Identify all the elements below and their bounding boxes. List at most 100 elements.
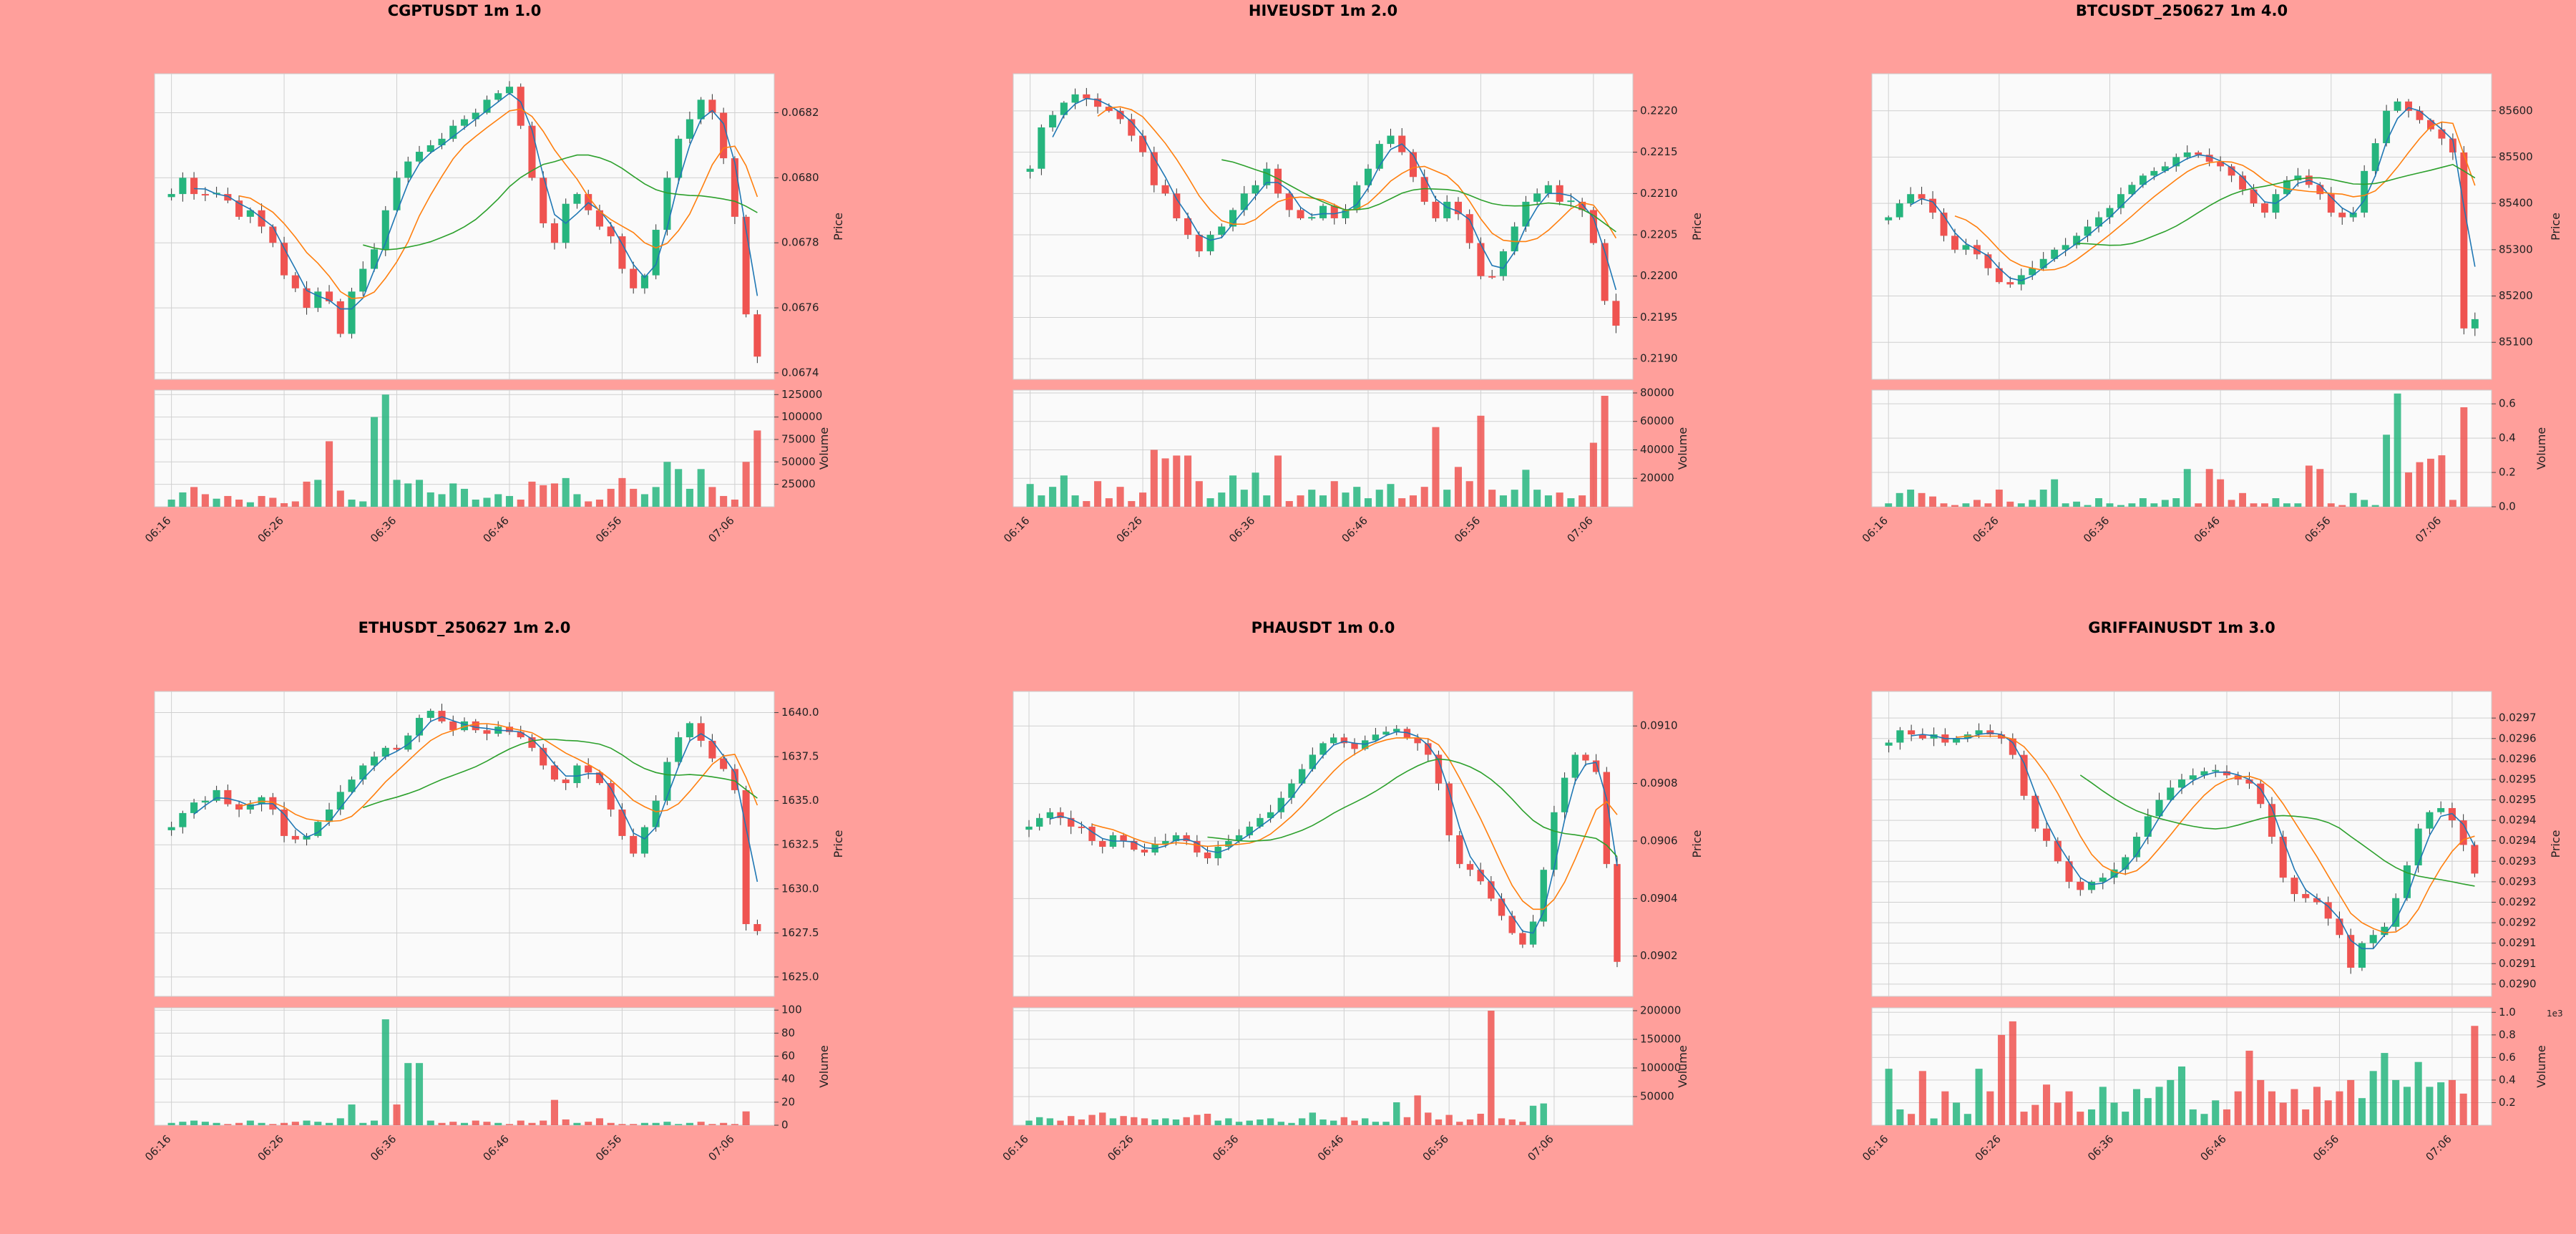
candle-body — [618, 236, 626, 269]
y-tick-label: 0.0678 — [781, 236, 819, 249]
candle-body — [2437, 807, 2445, 812]
candle-body — [1984, 254, 1992, 268]
moving-average-line — [1091, 737, 1618, 910]
candle-body — [1387, 135, 1395, 145]
volume-bar — [1252, 472, 1259, 507]
volume-bar — [1342, 492, 1350, 507]
candle-body — [595, 210, 603, 227]
volume-bar — [1375, 490, 1383, 507]
volume-bar — [1083, 501, 1091, 507]
candle-body — [1953, 738, 1961, 743]
y-tick-label: 0.0902 — [1640, 949, 1678, 962]
volume-bar — [2327, 503, 2335, 507]
volume-bar — [1257, 1119, 1264, 1125]
volume-tick-label: 0.6 — [2499, 397, 2516, 410]
y-tick-label: 0.0296 — [2499, 752, 2537, 765]
volume-tick-label: 0 — [781, 1119, 789, 1132]
volume-bar — [224, 495, 232, 507]
volume-bar — [336, 1118, 344, 1125]
moving-average-line — [1050, 731, 1618, 934]
volume-exponent: 1e3 — [2547, 1009, 2563, 1019]
volume-bar — [2195, 503, 2202, 507]
candle-body — [370, 757, 379, 766]
volume-bar — [2290, 1089, 2298, 1125]
moving-average-line — [1052, 97, 1617, 291]
candle-body — [2371, 143, 2379, 171]
volume-tick-label: 40000 — [1640, 443, 1674, 456]
volume-bar — [213, 1122, 220, 1125]
candle-body — [190, 178, 198, 195]
volume-bar — [483, 1122, 491, 1125]
volume-bar — [1409, 495, 1418, 507]
candle-body — [1456, 835, 1463, 865]
volume-bar — [2205, 469, 2213, 507]
candle-body — [1533, 193, 1541, 202]
volume-bar — [2313, 1087, 2321, 1125]
candle-body — [2349, 213, 2357, 218]
y-tick-label: 85100 — [2499, 336, 2533, 349]
volume-bar — [697, 1122, 705, 1125]
volume-bar — [1094, 481, 1102, 507]
volume-bar — [1049, 487, 1057, 507]
candle-body — [2065, 861, 2073, 882]
volume-bar — [1195, 481, 1203, 507]
candle-body — [1951, 235, 1958, 250]
candle-body — [381, 747, 389, 757]
y-tick-label: 0.2195 — [1640, 311, 1678, 324]
candle-body — [2405, 101, 2412, 111]
candle-body — [1975, 730, 1983, 735]
chart-panel: GRIFFAINUSDT 1m 3.0 06:16 06:26 06:36 06:46 0… — [1860, 619, 2563, 1163]
candle-body — [2217, 161, 2225, 167]
volume-bar — [1214, 1120, 1221, 1125]
candle-body — [708, 740, 716, 759]
volume-bar — [640, 494, 648, 507]
candle-body — [1885, 742, 1893, 746]
candle-body — [1277, 797, 1284, 812]
volume-bar — [213, 498, 220, 507]
volume-bar — [1288, 1122, 1295, 1125]
candle-body — [1225, 840, 1232, 847]
volume-bar — [1128, 501, 1136, 507]
volume-bar — [235, 1122, 243, 1125]
volume-tick-label: 100000 — [781, 410, 822, 423]
candle-body — [393, 178, 401, 210]
volume-bar — [2268, 1091, 2276, 1125]
x-tick-label: 06:26 — [1970, 514, 2001, 545]
volume-bar — [1896, 1109, 1904, 1125]
candle-body — [2132, 836, 2141, 858]
volume-tick-label: 20 — [781, 1095, 795, 1108]
candle-body — [1551, 812, 1558, 870]
volume-bar — [2087, 1109, 2096, 1125]
volume-bar — [348, 499, 356, 507]
candle-body — [1038, 127, 1045, 169]
volume-bar — [663, 1122, 671, 1125]
moving-average-line — [238, 108, 758, 299]
volume-bar — [1963, 1114, 1971, 1125]
volume-plot-area — [1013, 1007, 1634, 1126]
volume-bar — [2183, 469, 2191, 507]
y-tick-label: 0.0906 — [1640, 834, 1678, 847]
candle-body — [460, 119, 469, 126]
volume-bar — [1929, 496, 1937, 507]
volume-bar — [303, 1120, 311, 1125]
price-plot-area — [154, 691, 775, 997]
candle-body — [2077, 881, 2084, 890]
candle-body — [2313, 898, 2321, 903]
candle-body — [280, 243, 288, 276]
volume-bar — [2414, 1061, 2422, 1125]
volume-bar — [686, 488, 693, 507]
volume-bar — [269, 1124, 277, 1125]
volume-bar — [2324, 1100, 2332, 1125]
candle-body — [1962, 245, 1970, 250]
candle-body — [742, 790, 750, 925]
volume-bar — [224, 1124, 232, 1125]
volume-tick-label: 0.2 — [2499, 466, 2516, 479]
candle-body — [1046, 812, 1054, 818]
candle-body — [2051, 249, 2059, 259]
volume-bar — [1351, 1120, 1358, 1125]
volume-bar — [1477, 1114, 1484, 1125]
candle-body — [2403, 865, 2411, 898]
volume-bar — [1026, 484, 1034, 507]
candle-body — [2426, 812, 2434, 829]
candle-body — [1297, 210, 1304, 218]
